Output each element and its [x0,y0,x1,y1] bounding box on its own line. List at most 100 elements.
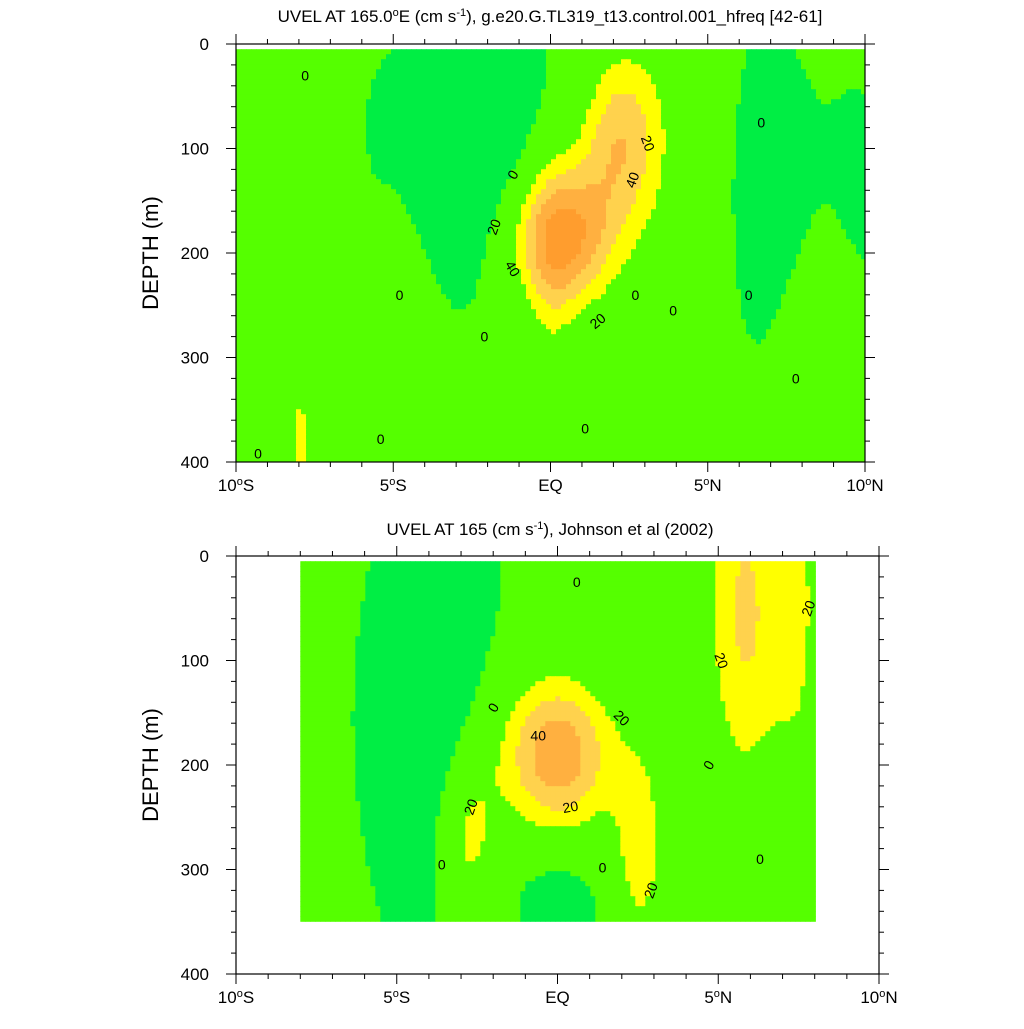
contour-cell [691,59,697,65]
contour-cell [846,239,852,245]
contour-cell [851,209,857,215]
contour-cell [816,134,822,140]
contour-cell [401,64,407,70]
contour-cell [436,184,442,190]
contour-cell [656,239,662,245]
contour-cell [426,244,432,250]
contour-cell [386,149,392,155]
contour-cell [321,109,327,115]
contour-cell [561,209,567,215]
contour-cell [446,134,452,140]
contour-cell [396,219,402,225]
contour-cell [551,129,557,135]
contour-cell [706,209,712,215]
contour-cell [461,224,467,230]
contour-cell [511,144,517,150]
contour-cell [621,229,627,235]
contour-cell [706,49,712,55]
contour-cell [831,99,837,105]
contour-cell [361,244,367,250]
contour-cell [371,204,377,210]
contour-cell [691,194,697,200]
contour-cell [506,109,512,115]
contour-cell [416,119,422,125]
contour-cell [246,99,252,105]
contour-cell [326,54,332,60]
contour-cell [681,114,687,120]
contour-cell [661,114,667,120]
contour-cell [651,94,657,100]
contour-cell [446,149,452,155]
contour-cell [236,124,242,130]
contour-cell [831,129,837,135]
contour-cell [496,54,502,60]
contour-cell [551,194,557,200]
contour-cell [851,149,857,155]
contour-cell [471,199,477,205]
contour-cell [671,239,677,245]
contour-cell [656,179,662,185]
contour-cell [701,49,707,55]
contour-cell [676,89,682,95]
contour-cell [736,229,742,235]
contour-cell [686,109,692,115]
contour-cell [381,174,387,180]
contour-cell [796,224,802,230]
contour-cell [581,139,587,145]
contour-cell [856,169,862,175]
contour-cell [816,139,822,145]
contour-cell [681,129,687,135]
contour-cell [706,119,712,125]
panel-top-contour-field [236,49,865,462]
contour-cell [501,134,507,140]
contour-cell [486,74,492,80]
contour-cell [471,194,477,200]
contour-cell [846,129,852,135]
contour-cell [731,209,737,215]
contour-cell [346,194,352,200]
contour-cell [386,64,392,70]
contour-cell [241,154,247,160]
contour-cell [841,104,847,110]
contour-cell [781,59,787,65]
contour-cell [461,154,467,160]
contour-cell [251,69,257,75]
contour-cell [381,49,387,55]
contour-cell [466,244,472,250]
contour-cell [471,94,477,100]
contour-cell [351,239,357,245]
contour-cell [566,54,572,60]
contour-cell [701,189,707,195]
contour-cell [311,164,317,170]
contour-cell [331,244,337,250]
contour-cell [316,219,322,225]
contour-cell [776,159,782,165]
contour-cell [731,124,737,130]
contour-cell [416,134,422,140]
contour-cell [631,174,637,180]
contour-cell [566,94,572,100]
contour-cell [751,134,757,140]
contour-cell [576,74,582,80]
contour-cell [386,74,392,80]
contour-cell [256,99,262,105]
contour-cell [781,199,787,205]
contour-cell [271,49,277,55]
contour-cell [751,69,757,75]
contour-cell [326,214,332,220]
contour-cell [241,129,247,135]
contour-cell [331,149,337,155]
contour-cell [276,214,282,220]
contour-cell [446,114,452,120]
contour-cell [631,189,637,195]
contour-cell [446,109,452,115]
contour-cell [641,189,647,195]
contour-cell [661,154,667,160]
contour-cell [641,104,647,110]
contour-cell [846,169,852,175]
contour-cell [281,129,287,135]
contour-cell [756,94,762,100]
contour-cell [761,94,767,100]
contour-cell [816,184,822,190]
contour-cell [691,124,697,130]
